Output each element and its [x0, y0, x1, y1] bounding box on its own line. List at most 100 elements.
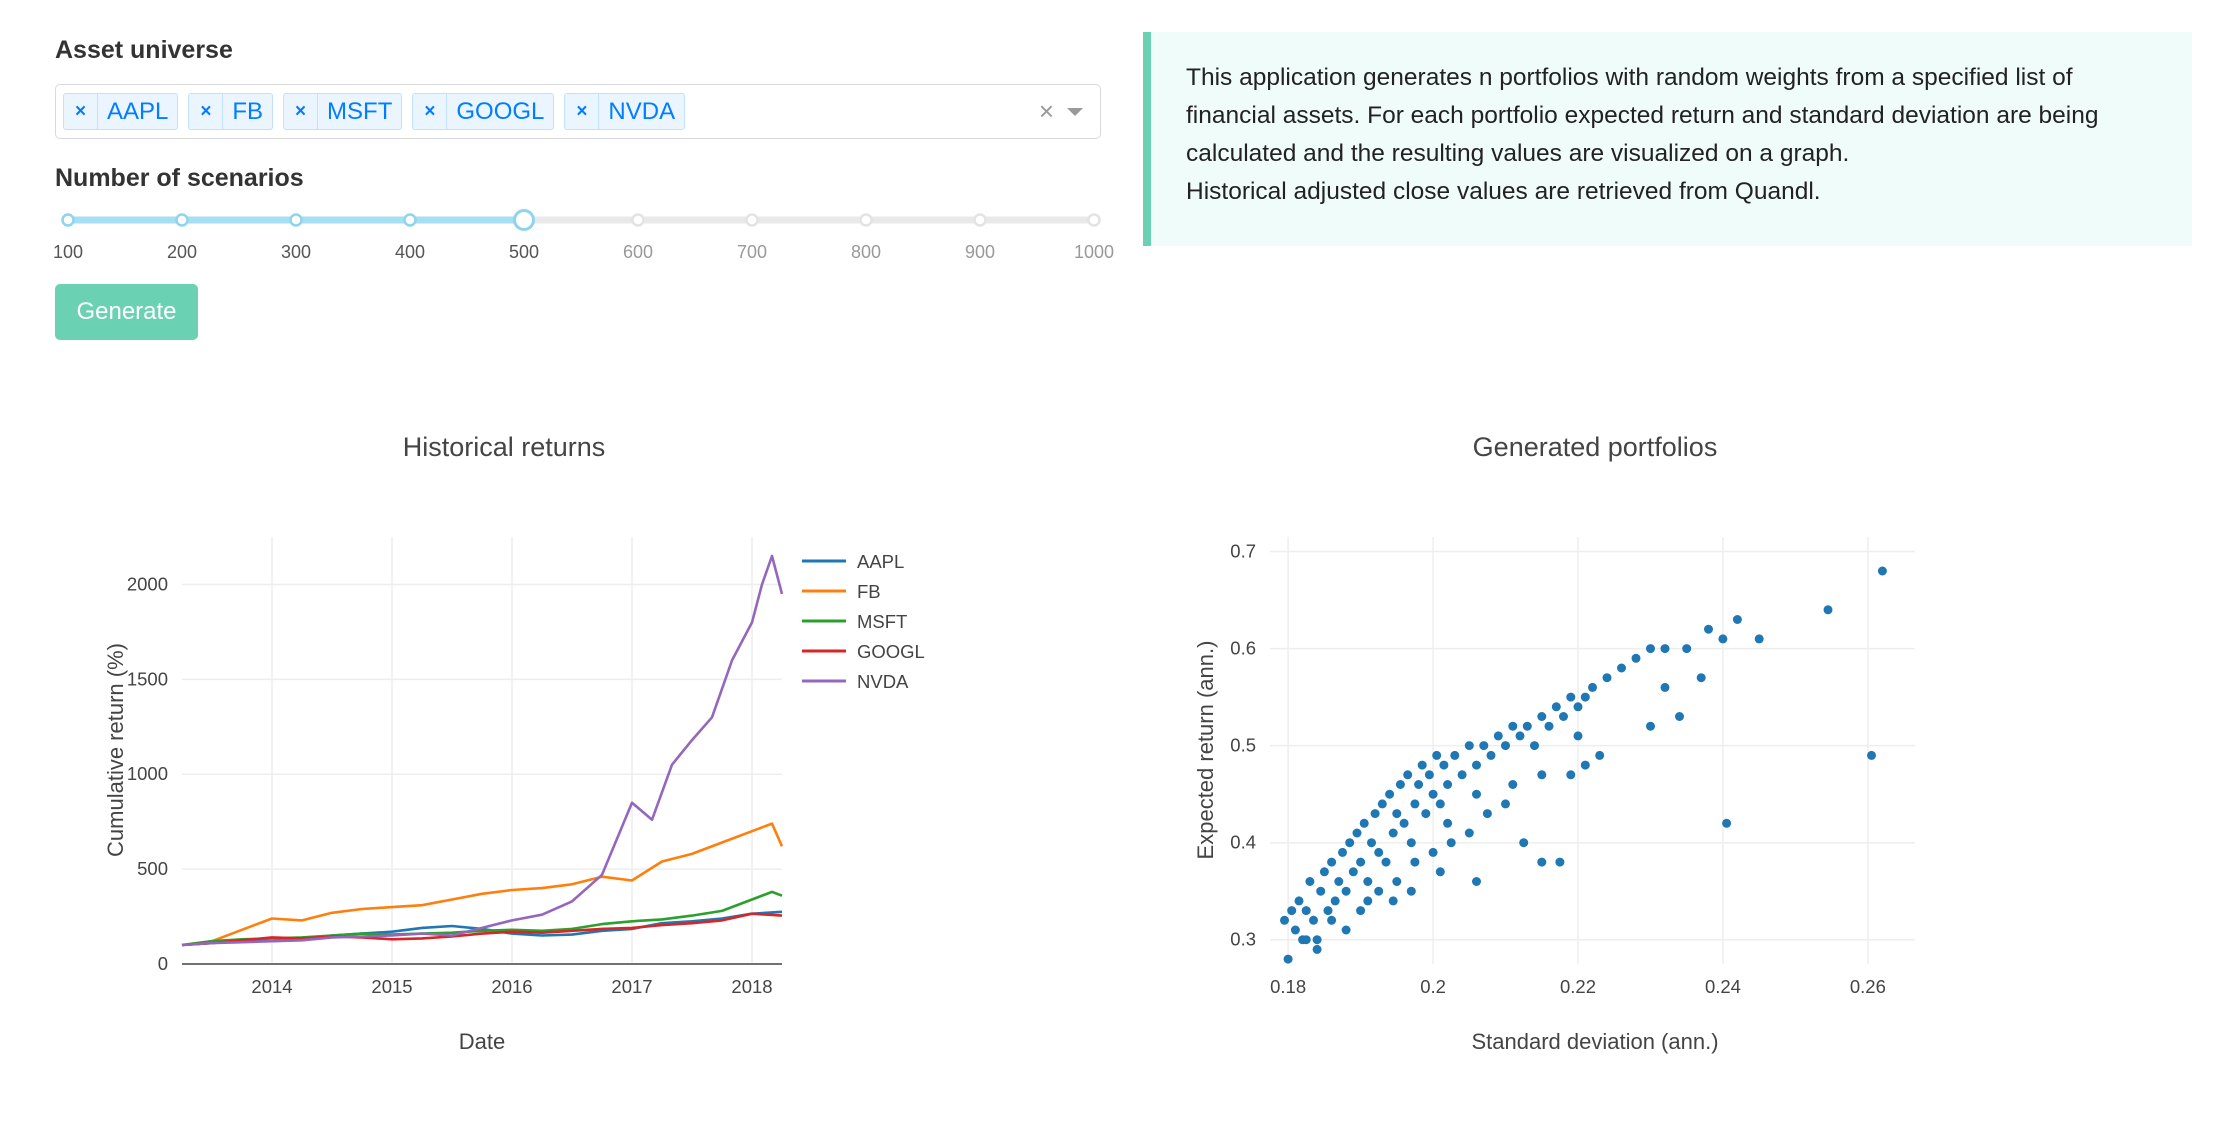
asset-chip[interactable]: × AAPL	[63, 93, 179, 130]
slider-mark-label: 100	[53, 242, 83, 262]
asset-universe-label: Asset universe	[55, 36, 233, 64]
scatter-point	[1356, 906, 1366, 916]
scatter-point	[1660, 644, 1670, 654]
scatter-point	[1443, 818, 1453, 828]
scatter-point	[1381, 857, 1391, 867]
y-axis-label: Cumulative return (%)	[103, 643, 128, 857]
scatter-point	[1421, 809, 1431, 819]
chevron-down-icon[interactable]	[1067, 108, 1083, 116]
scatter-point	[1309, 915, 1318, 925]
asset-chip[interactable]: × MSFT	[283, 93, 403, 130]
y-tick-label: 1000	[127, 763, 168, 784]
legend-label: GOOGL	[857, 641, 925, 662]
asset-chip-label: NVDA	[608, 97, 676, 125]
scatter-point	[1718, 634, 1728, 644]
scatter-point	[1482, 809, 1492, 819]
y-tick-label: 0.7	[1230, 541, 1256, 562]
x-tick-label: 2017	[611, 976, 652, 997]
slider-mark-label: 1000	[1074, 242, 1114, 262]
asset-chip[interactable]: × FB	[188, 93, 274, 130]
remove-icon[interactable]: ×	[64, 94, 98, 129]
scatter-point	[1450, 750, 1460, 760]
slider-dot	[1087, 213, 1101, 227]
legend-label: AAPL	[857, 551, 904, 572]
scatter-point	[1428, 847, 1438, 857]
generated-portfolios-plot: 0.18 0.2 0.22 0.24 0.26 0.3 0.4 0.5 0.6 0.7 Genera…	[1193, 432, 1915, 1054]
scatter-point	[1385, 789, 1395, 799]
scatter-point	[1290, 925, 1300, 935]
slider-handle[interactable]	[513, 209, 535, 231]
asset-universe-select[interactable]: × AAPL × FB × MSFT × GOOGL × NVDA ×	[55, 84, 1101, 139]
scatter-point	[1486, 750, 1496, 760]
scatter-point	[1472, 877, 1481, 886]
scatter-point	[1457, 770, 1467, 780]
scatter-point	[1410, 799, 1420, 809]
info-line: This application generates n portfolios …	[1186, 64, 2073, 91]
slider-mark-label: 900	[965, 242, 995, 262]
scatter-point	[1312, 935, 1322, 945]
scatter-point	[1417, 760, 1427, 770]
scenarios-label: Number of scenarios	[55, 164, 304, 192]
scatter-point	[1367, 838, 1376, 848]
scatter-point	[1323, 906, 1333, 916]
scatter-point	[1631, 653, 1641, 663]
scatter-point	[1559, 712, 1568, 721]
scatter-point	[1443, 780, 1453, 789]
scatter-point	[1432, 750, 1442, 760]
x-axis-label: Standard deviation (ann.)	[1471, 1029, 1718, 1054]
scatter-point	[1515, 731, 1525, 741]
scatter-point	[1555, 857, 1565, 867]
generate-button[interactable]: Generate	[55, 284, 198, 340]
clear-icon[interactable]: ×	[1038, 96, 1054, 126]
y-axis-label: Expected return (ann.)	[1193, 641, 1218, 860]
scatter-point	[1754, 634, 1764, 644]
scatter-point	[1823, 605, 1833, 615]
y-tick-label: 500	[137, 858, 168, 879]
series-line-fb	[181, 822, 784, 947]
scatter-point	[1660, 682, 1670, 692]
scatter-point	[1696, 673, 1706, 683]
series-line-nvda	[181, 554, 784, 947]
y-tick-label: 0	[158, 953, 168, 974]
scatter-point	[1573, 731, 1583, 741]
scatter-point	[1316, 886, 1326, 896]
scatter-point	[1374, 886, 1384, 896]
scatter-point	[1341, 886, 1351, 896]
scenarios-slider[interactable]: 100 200 300 400 500 600 700 800 900 1000	[40, 200, 1120, 270]
scatter-point	[1704, 624, 1713, 634]
scatter-point	[1330, 896, 1340, 906]
slider-dot	[61, 213, 75, 227]
y-tick-label: 0.4	[1230, 832, 1256, 853]
scatter-point	[1675, 712, 1684, 721]
asset-chip[interactable]: × NVDA	[564, 93, 686, 130]
scatter-point	[1439, 760, 1449, 770]
scatter-point	[1403, 770, 1413, 780]
scatter-point	[1646, 721, 1655, 731]
remove-icon[interactable]: ×	[413, 94, 448, 129]
scatter-point	[1388, 828, 1398, 838]
scatter-point	[1867, 750, 1876, 760]
scatter-point	[1301, 935, 1311, 945]
scatter-point	[1424, 770, 1434, 780]
slider-dot	[289, 213, 303, 227]
legend-label: NVDA	[857, 671, 909, 692]
scatter-point	[1301, 906, 1311, 916]
scatter-point	[1399, 818, 1409, 828]
remove-icon[interactable]: ×	[189, 94, 224, 129]
remove-icon[interactable]: ×	[565, 94, 600, 129]
scatter-point	[1446, 838, 1456, 848]
scatter-point	[1395, 780, 1405, 789]
asset-chip-label: MSFT	[327, 97, 393, 125]
scatter-point	[1414, 780, 1424, 789]
remove-icon[interactable]: ×	[284, 94, 319, 129]
slider-dot	[403, 213, 417, 227]
scatter-point	[1522, 721, 1532, 731]
scatter-point	[1501, 741, 1510, 751]
slider-mark-label: 400	[395, 242, 425, 262]
scatter-point	[1280, 915, 1289, 925]
asset-chip[interactable]: × GOOGL	[412, 93, 555, 130]
scatter-point	[1327, 857, 1337, 867]
scatter-point	[1537, 857, 1547, 867]
slider-mark-label: 200	[167, 242, 197, 262]
asset-chip-label: FB	[232, 97, 264, 125]
